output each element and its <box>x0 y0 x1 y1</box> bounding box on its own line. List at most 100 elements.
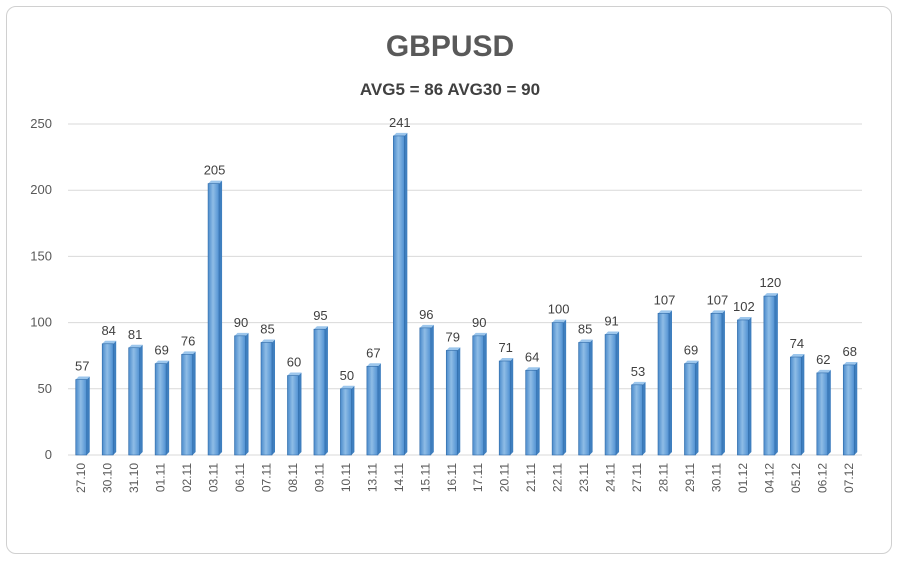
bar-face <box>260 342 273 456</box>
data-labels: 57 84 81 69 76 205 90 85 60 95 50 67 241 96 79 90 71 64 10… <box>75 115 857 383</box>
bar-face <box>154 363 167 456</box>
bar-face <box>340 388 352 456</box>
bar-side <box>139 344 143 455</box>
x-tick-label: 21.11 <box>524 463 538 492</box>
bar-side <box>113 340 117 455</box>
bar-face <box>737 319 749 456</box>
bar-face <box>763 295 776 456</box>
bar-face <box>128 347 140 456</box>
bar-24.11 <box>604 331 620 456</box>
data-label: 69 <box>154 343 168 358</box>
data-label: 96 <box>419 307 433 322</box>
bar-06.11 <box>234 332 249 456</box>
bar-top <box>631 381 646 385</box>
bar-face <box>551 322 564 456</box>
x-tick-label: 06.11 <box>233 463 247 492</box>
bar-side <box>430 324 434 455</box>
data-label: 85 <box>578 321 592 336</box>
bar-side <box>616 331 620 455</box>
bar-15.11 <box>419 324 434 456</box>
bar-face <box>101 343 114 456</box>
bar-10.11 <box>340 385 355 456</box>
bar-20.11 <box>498 357 514 456</box>
bar-22.11 <box>551 319 567 456</box>
bar-top <box>684 360 699 364</box>
data-label: 69 <box>684 343 698 358</box>
bar-side <box>377 363 381 455</box>
bar-face <box>207 183 220 456</box>
bar-face <box>816 372 829 456</box>
bar-face <box>578 342 590 456</box>
x-tick-label: 24.11 <box>604 463 618 492</box>
x-tick-label: 01.11 <box>154 463 168 492</box>
bar-16.11 <box>445 347 461 456</box>
bar-01.11 <box>154 360 170 456</box>
data-label: 53 <box>631 364 645 379</box>
bar-face <box>313 328 326 456</box>
bar-side <box>854 361 858 455</box>
bar-top <box>102 340 117 344</box>
bar-side <box>721 310 725 455</box>
bar-side <box>351 385 355 455</box>
bar-13.11 <box>366 363 381 456</box>
bar-02.11 <box>181 351 196 456</box>
x-tick-label: 31.10 <box>127 463 141 493</box>
bar-side <box>589 339 593 455</box>
x-tick-label: 30.11 <box>709 463 723 492</box>
data-label: 95 <box>313 308 327 323</box>
x-tick-label: 13.11 <box>365 463 379 492</box>
bar-03.11 <box>207 180 223 456</box>
x-tick-label: 06.12 <box>815 463 829 493</box>
bar-top <box>737 316 752 320</box>
data-label: 107 <box>654 292 676 307</box>
bar-top <box>313 326 328 330</box>
bar-face <box>472 335 485 456</box>
bar-06.12 <box>816 369 831 456</box>
bar-face <box>234 335 246 456</box>
bar-28.11 <box>657 310 672 456</box>
gridlines <box>68 123 862 456</box>
bar-face <box>498 360 511 456</box>
bar-top <box>552 319 567 323</box>
data-label: 90 <box>234 315 248 330</box>
data-label: 100 <box>548 302 570 317</box>
data-label: 67 <box>366 345 380 360</box>
bar-29.11 <box>684 360 699 456</box>
bar-side <box>272 339 275 455</box>
bar-top <box>181 351 196 355</box>
bar-top <box>499 357 514 361</box>
bar-face <box>684 363 696 456</box>
bars <box>75 132 858 456</box>
chart-subtitle: AVG5 = 86 AVG30 = 90 <box>359 80 541 99</box>
bar-face <box>393 135 405 456</box>
bar-08.11 <box>287 372 302 456</box>
data-label: 62 <box>816 352 830 367</box>
bar-04.12 <box>763 293 778 456</box>
bar-side <box>192 351 196 455</box>
bar-top <box>763 293 778 297</box>
bar-side <box>642 381 646 455</box>
bar-top <box>128 344 143 348</box>
bar-face <box>710 313 723 456</box>
x-tick-label: 02.11 <box>180 463 194 492</box>
y-tick-label: 0 <box>45 447 52 462</box>
data-label: 84 <box>101 323 115 338</box>
bar-side <box>695 360 699 455</box>
data-label: 107 <box>707 292 729 307</box>
bar-07.11 <box>260 339 275 456</box>
bar-top <box>208 180 223 184</box>
data-label: 57 <box>75 359 89 374</box>
data-label: 60 <box>287 355 301 370</box>
bar-face <box>631 384 643 456</box>
bar-side <box>457 347 461 455</box>
x-tick-label: 30.10 <box>101 463 115 493</box>
x-tick-label: 08.11 <box>286 463 300 492</box>
data-label: 50 <box>340 368 354 383</box>
bar-30.10 <box>101 340 117 456</box>
y-tick-label: 200 <box>30 182 52 197</box>
bar-21.11 <box>525 367 540 456</box>
bar-27.11 <box>631 381 646 456</box>
bar-01.12 <box>737 316 752 456</box>
bar-top <box>843 361 858 365</box>
x-tick-label: 04.12 <box>762 463 776 493</box>
